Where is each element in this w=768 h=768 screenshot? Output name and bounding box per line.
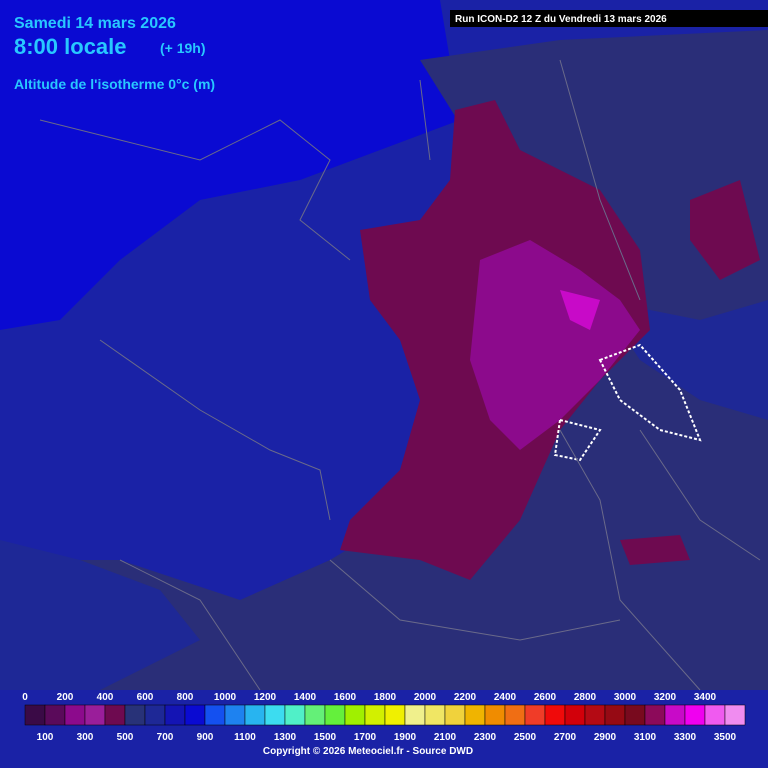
legend-label: 3100	[634, 732, 657, 743]
legend-label: 3400	[694, 692, 717, 703]
legend-swatch	[204, 704, 226, 726]
legend-label: 700	[157, 732, 174, 743]
subtitle: Altitude de l'isotherme 0°c (m)	[14, 76, 215, 92]
legend-swatch	[544, 704, 566, 726]
legend-swatch	[624, 704, 646, 726]
legend-label: 1800	[374, 692, 397, 703]
legend-label: 1400	[294, 692, 317, 703]
legend-swatch	[324, 704, 346, 726]
legend-swatch	[584, 704, 606, 726]
legend-label: 3200	[654, 692, 677, 703]
legend-label: 2500	[514, 732, 537, 743]
legend-swatch	[184, 704, 206, 726]
legend-label: 1000	[214, 692, 237, 703]
legend-label: 800	[177, 692, 194, 703]
time-offset: (+ 19h)	[160, 40, 206, 56]
legend-label: 2200	[454, 692, 477, 703]
legend-swatch	[124, 704, 146, 726]
legend-label: 1700	[354, 732, 377, 743]
local-time: 8:00 locale	[14, 34, 127, 59]
legend-swatch	[684, 704, 706, 726]
legend-label: 500	[117, 732, 134, 743]
legend-label: 1200	[254, 692, 277, 703]
legend-swatch	[264, 704, 286, 726]
legend-label: 300	[77, 732, 94, 743]
legend-swatch	[164, 704, 186, 726]
legend-swatch	[404, 704, 426, 726]
legend-label: 3000	[614, 692, 637, 703]
legend-swatch	[24, 704, 46, 726]
legend-swatch	[364, 704, 386, 726]
legend-label: 1600	[334, 692, 357, 703]
legend-label: 100	[37, 732, 54, 743]
run-info: Run ICON-D2 12 Z du Vendredi 13 mars 202…	[455, 14, 667, 25]
legend-swatch	[604, 704, 626, 726]
sea-area	[0, 0, 460, 330]
legend-swatch	[644, 704, 666, 726]
copyright: Copyright © 2026 Meteociel.fr - Source D…	[263, 746, 473, 757]
legend-label: 1100	[234, 732, 256, 743]
legend-label: 3500	[714, 732, 737, 743]
legend-swatch	[304, 704, 326, 726]
isotherm-zone-high	[470, 240, 640, 450]
legend-swatch	[224, 704, 246, 726]
legend-swatch	[344, 704, 366, 726]
run-box	[450, 10, 768, 27]
legend-label: 2000	[414, 692, 437, 703]
legend-swatch	[704, 704, 726, 726]
blue-region	[0, 540, 200, 690]
legend-swatch	[564, 704, 586, 726]
legend-swatch	[424, 704, 446, 726]
date: Samedi 14 mars 2026	[14, 15, 176, 32]
legend-swatch	[464, 704, 486, 726]
legend-swatch	[104, 704, 126, 726]
legend-label: 3300	[674, 732, 697, 743]
hatched-zone	[598, 343, 702, 442]
legend-swatch	[244, 704, 266, 726]
legend-swatch	[444, 704, 466, 726]
legend-label: 1900	[394, 732, 417, 743]
legend-swatch	[44, 704, 66, 726]
legend-label: 2800	[574, 692, 597, 703]
legend-label: 2700	[554, 732, 577, 743]
legend-label: 200	[57, 692, 74, 703]
legend-swatch	[524, 704, 546, 726]
legend-swatch	[84, 704, 106, 726]
legend-label: 2400	[494, 692, 517, 703]
legend-label: 0	[22, 692, 28, 703]
legend-label: 1300	[274, 732, 297, 743]
legend-swatch	[484, 704, 506, 726]
legend-label: 600	[137, 692, 154, 703]
legend-label: 1500	[314, 732, 337, 743]
legend-swatch	[664, 704, 686, 726]
isotherm-zone-peak	[560, 290, 600, 330]
legend-swatch	[384, 704, 406, 726]
legend-swatch	[64, 704, 86, 726]
isotherm-zone	[620, 535, 690, 565]
legend-label: 2600	[534, 692, 557, 703]
legend-label: 900	[197, 732, 214, 743]
hatched-zone	[553, 418, 602, 462]
legend-swatch	[504, 704, 526, 726]
legend-label: 400	[97, 692, 114, 703]
legend-swatch	[144, 704, 166, 726]
legend: 0 200 400 600 800 1000 1200 1400 1600 1800 2000 220…	[22, 692, 746, 743]
legend-swatch	[724, 704, 746, 726]
legend-label: 2100	[434, 732, 457, 743]
isotherm-zone	[690, 180, 760, 280]
border-line	[39, 59, 761, 691]
legend-label: 2900	[594, 732, 617, 743]
legend-label: 2300	[474, 732, 497, 743]
legend-swatch	[284, 704, 306, 726]
